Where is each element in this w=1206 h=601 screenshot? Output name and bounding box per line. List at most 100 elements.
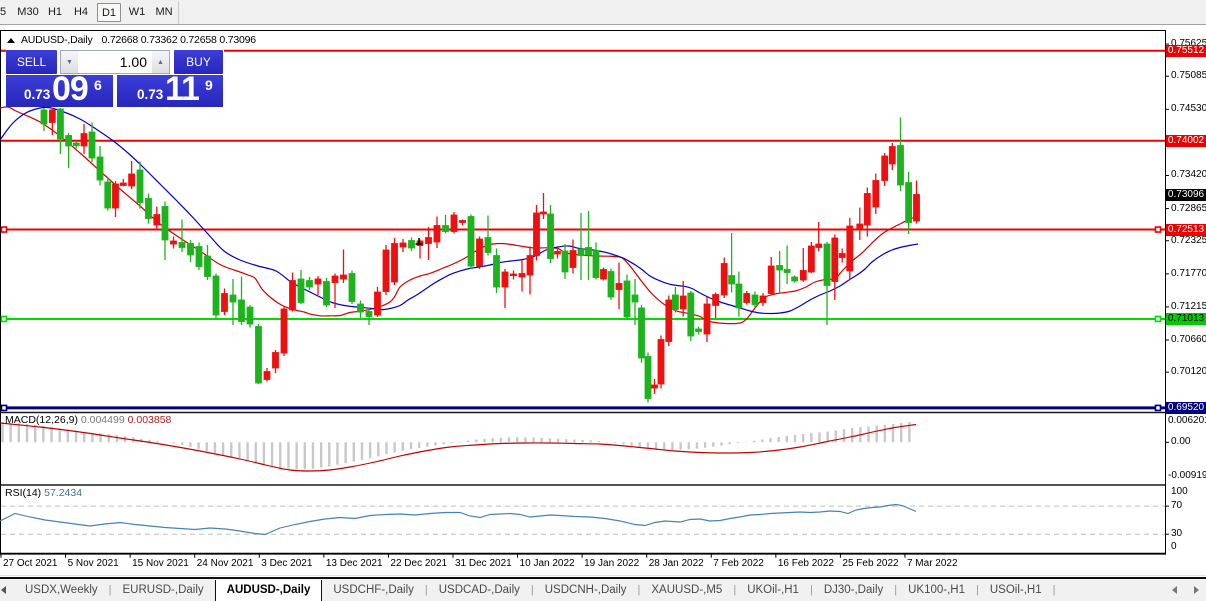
chart-tab-eurusd-daily[interactable]: EURUSD-,Daily bbox=[122, 584, 204, 596]
tab-separator: | bbox=[976, 584, 979, 596]
toolbar-separator bbox=[178, 1, 179, 24]
buy-button[interactable]: BUY bbox=[174, 50, 223, 74]
date-label-5: 3 Dec 2021 bbox=[261, 558, 313, 569]
ma-fast-line bbox=[0, 106, 917, 325]
low-value: 0.72658 bbox=[180, 34, 217, 46]
high-value: 0.73362 bbox=[140, 34, 178, 46]
sell-price-pip: 6 bbox=[94, 77, 102, 93]
chart-tab-dj30-daily[interactable]: DJ30-,Daily bbox=[823, 584, 884, 596]
one-click-trading-panel: SELL ▼ ▲ BUY 0.73 09 6 0.73 11 9 bbox=[6, 49, 224, 108]
macd-signal-value: 0.003858 bbox=[127, 414, 172, 426]
chart-title: AUDUSD-,Daily 0.72668 0.73362 0.72658 0.7… bbox=[7, 34, 256, 46]
tab-separator: | bbox=[530, 584, 534, 596]
price-badge-0.71013: 0.71013 bbox=[1166, 312, 1206, 325]
date-label-13: 16 Feb 2022 bbox=[777, 558, 834, 569]
chart-tab-uk100-h1[interactable]: UK100-,H1 bbox=[908, 584, 965, 596]
date-label-4: 24 Nov 2021 bbox=[196, 558, 254, 569]
chart-tab-usoil-h1[interactable]: USOil-,H1 bbox=[989, 584, 1042, 596]
rsi-axis-30: 30 bbox=[1171, 528, 1183, 540]
ma-slow-line bbox=[0, 106, 919, 315]
tab-separator: | bbox=[108, 584, 112, 596]
macd-indicator-label: MACD(12,26,9) 0.004499 0.003858 bbox=[5, 414, 171, 426]
price-badge-0.72513: 0.72513 bbox=[1166, 223, 1206, 236]
price-label-0.70660: 0.70660 bbox=[1171, 333, 1206, 345]
chart-tab-xauusd-m5[interactable]: XAUUSD-,M5 bbox=[651, 584, 723, 596]
timeframe-button-w1[interactable]: W1 bbox=[128, 6, 146, 18]
sell-button[interactable]: SELL bbox=[6, 50, 57, 74]
rsi-axis-0: 0 bbox=[1171, 540, 1177, 552]
date-label-3: 15 Nov 2021 bbox=[132, 558, 189, 569]
volume-decrease-button[interactable]: ▼ bbox=[60, 50, 78, 74]
tabs-scroll-left-icon[interactable] bbox=[1, 586, 6, 594]
date-label-9: 10 Jan 2022 bbox=[519, 558, 575, 569]
timeframe-button-h1[interactable]: H1 bbox=[47, 6, 63, 18]
date-label-11: 28 Jan 2022 bbox=[648, 558, 704, 569]
price-label-0.72325: 0.72325 bbox=[1171, 234, 1206, 246]
date-label-15: 7 Mar 2022 bbox=[906, 558, 958, 569]
price-label-0.75085: 0.75085 bbox=[1171, 70, 1206, 82]
price-label-0.73420: 0.73420 bbox=[1171, 169, 1206, 181]
date-label-6: 13 Dec 2021 bbox=[325, 558, 383, 569]
timeframe-toolbar: 5 M30 H1 H4 D1 W1 MN bbox=[0, 0, 1206, 25]
tab-separator: | bbox=[809, 584, 813, 596]
buy-price-display[interactable]: 0.73 11 9 bbox=[117, 70, 223, 108]
rsi-axis-100: 100 bbox=[1171, 485, 1188, 497]
sell-price-display[interactable]: 0.73 09 6 bbox=[6, 70, 113, 108]
macd-main-value: 0.004499 bbox=[80, 414, 125, 426]
price-badge-0.69520: 0.69520 bbox=[1166, 401, 1206, 414]
timeframe-button-5[interactable]: 5 bbox=[0, 6, 7, 18]
date-label-1: 27 Oct 2021 bbox=[3, 558, 58, 569]
expand-triangle-icon[interactable] bbox=[7, 38, 15, 43]
chart-tab-ukoil-h1[interactable]: UKOil-,H1 bbox=[747, 584, 799, 596]
price-badge-0.74002: 0.74002 bbox=[1166, 134, 1206, 147]
date-label-10: 19 Jan 2022 bbox=[584, 558, 640, 569]
symbol-period-label: AUDUSD-,Daily bbox=[21, 34, 93, 46]
close-value: 0.73096 bbox=[219, 34, 256, 46]
tab-separator: | bbox=[894, 584, 898, 596]
timeframe-button-h4[interactable]: H4 bbox=[73, 6, 89, 18]
price-label-0.75625: 0.75625 bbox=[1171, 38, 1206, 50]
price-label-0.74530: 0.74530 bbox=[1171, 103, 1206, 115]
chart-tab-usdchf-daily[interactable]: USDCHF-,Daily bbox=[333, 584, 414, 596]
chart-tab-usdcad-daily[interactable]: USDCAD-,Daily bbox=[438, 584, 520, 596]
volume-input[interactable] bbox=[78, 50, 152, 74]
tabs-scroll-right-icon[interactable] bbox=[1194, 586, 1199, 594]
macd-axis-min: -0.009197 bbox=[1168, 469, 1206, 481]
candles bbox=[40, 108, 920, 403]
tab-separator: | bbox=[637, 584, 641, 596]
chart-tab-usdcnh-daily[interactable]: USDCNH-,Daily bbox=[544, 584, 627, 596]
timeframe-button-d1[interactable]: D1 bbox=[97, 3, 121, 22]
price-badge-0.75512: 0.75512 bbox=[1166, 44, 1206, 57]
chart-tabs-bar: USDX,Weekly | EURUSD-,Daily AUDUSD-,Daily US… bbox=[0, 577, 1206, 601]
rsi-axis-70: 70 bbox=[1171, 500, 1183, 512]
buy-price-big: 11 bbox=[165, 70, 200, 108]
tab-separator: | bbox=[733, 584, 737, 596]
tabs-scroll-left2-icon[interactable] bbox=[1172, 586, 1177, 594]
chart-tab-usdx-weekly[interactable]: USDX,Weekly bbox=[25, 584, 98, 596]
price-label-0.72865: 0.72865 bbox=[1171, 202, 1206, 214]
sell-price-prefix: 0.73 bbox=[24, 87, 51, 102]
price-label-0.70120: 0.70120 bbox=[1171, 366, 1206, 378]
date-label-8: 31 Dec 2021 bbox=[454, 558, 512, 569]
macd-axis-max: 0.006201 bbox=[1168, 414, 1206, 426]
timeframe-button-mn[interactable]: MN bbox=[155, 6, 173, 18]
rsi-name: RSI(14) bbox=[5, 487, 42, 499]
buy-price-pip: 9 bbox=[205, 77, 213, 93]
price-badge-0.73096: 0.73096 bbox=[1166, 188, 1206, 201]
sell-price-big: 09 bbox=[52, 70, 89, 108]
buy-price-prefix: 0.73 bbox=[137, 87, 164, 102]
timeframe-button-m30[interactable]: M30 bbox=[17, 6, 39, 18]
price-label-0.71770: 0.71770 bbox=[1171, 267, 1206, 279]
macd-axis-zero: 0.00 bbox=[1171, 436, 1191, 448]
tab-separator: | bbox=[424, 584, 428, 596]
volume-increase-button[interactable]: ▲ bbox=[152, 50, 170, 74]
macd-name: MACD(12,26,9) bbox=[5, 414, 78, 426]
rsi-line bbox=[0, 503, 917, 536]
price-label-0.71215: 0.71215 bbox=[1171, 300, 1206, 312]
chart-tab-audusd-daily[interactable]: AUDUSD-,Daily bbox=[214, 580, 323, 601]
date-label-14: 25 Feb 2022 bbox=[842, 558, 899, 569]
date-label-2: 5 Nov 2021 bbox=[67, 558, 119, 569]
date-label-12: 7 Feb 2022 bbox=[713, 558, 764, 569]
